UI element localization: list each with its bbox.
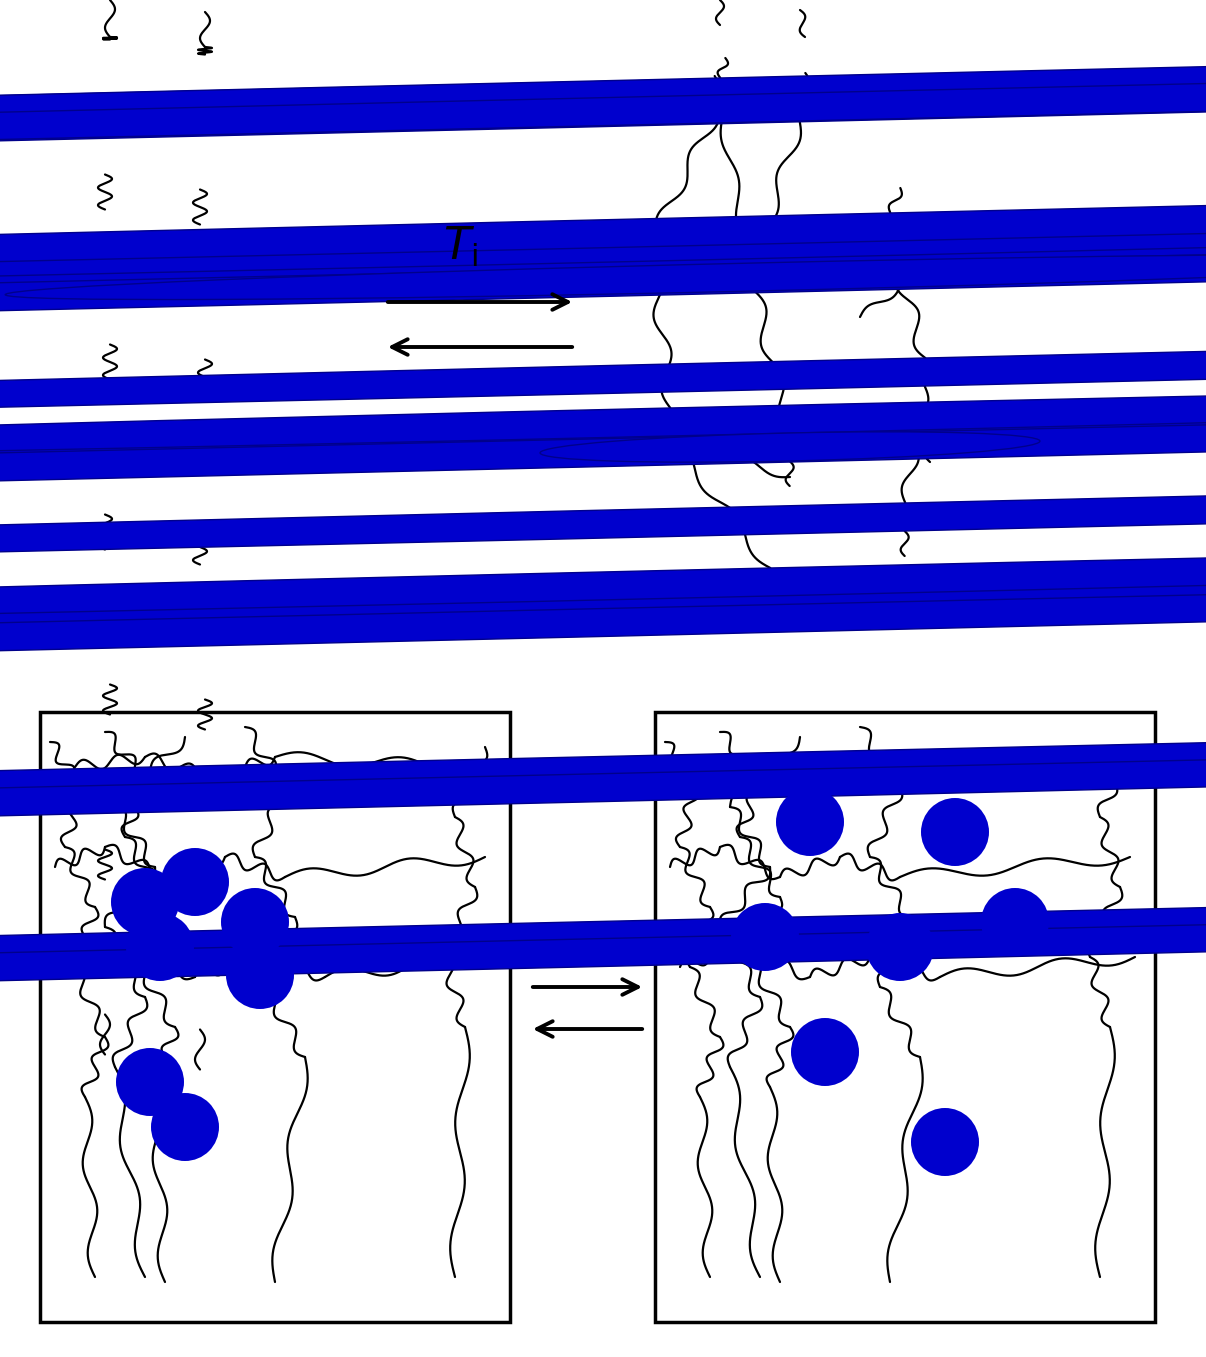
- Bar: [655, 712, 1155, 1322]
- Circle shape: [775, 788, 844, 856]
- Circle shape: [116, 1048, 185, 1115]
- Ellipse shape: [0, 864, 1206, 1060]
- Ellipse shape: [0, 134, 1206, 320]
- Ellipse shape: [0, 379, 1206, 465]
- Ellipse shape: [0, 186, 1206, 308]
- Ellipse shape: [0, 524, 1206, 641]
- Circle shape: [221, 887, 289, 955]
- Circle shape: [731, 902, 800, 972]
- Ellipse shape: [0, 350, 1206, 543]
- Circle shape: [791, 1018, 859, 1086]
- Ellipse shape: [0, 687, 1206, 877]
- Ellipse shape: [0, 522, 1206, 711]
- Ellipse shape: [0, 28, 1206, 216]
- Ellipse shape: [0, 0, 1206, 187]
- Ellipse shape: [0, 297, 1206, 446]
- Ellipse shape: [0, 193, 1206, 391]
- Circle shape: [226, 940, 294, 1010]
- Ellipse shape: [0, 9, 1206, 205]
- Circle shape: [911, 1109, 979, 1177]
- Circle shape: [125, 913, 194, 981]
- Ellipse shape: [5, 255, 1206, 300]
- Circle shape: [160, 848, 229, 916]
- Ellipse shape: [0, 182, 1206, 372]
- Bar: [40, 712, 510, 1322]
- Ellipse shape: [0, 436, 1206, 598]
- Ellipse shape: [0, 700, 1206, 893]
- Ellipse shape: [0, 854, 1206, 1041]
- Ellipse shape: [0, 18, 1206, 197]
- Circle shape: [921, 798, 989, 866]
- Ellipse shape: [0, 535, 1206, 730]
- Ellipse shape: [0, 366, 1206, 558]
- Ellipse shape: [540, 432, 1040, 463]
- Circle shape: [866, 913, 933, 981]
- Circle shape: [151, 1092, 219, 1162]
- Circle shape: [111, 868, 178, 936]
- Text: $\mathit{T}_{\mathrm{i}}$: $\mathit{T}_{\mathrm{i}}$: [443, 225, 478, 269]
- Circle shape: [980, 887, 1049, 955]
